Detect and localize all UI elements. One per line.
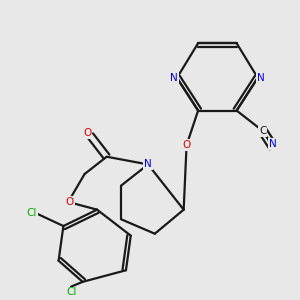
Text: O: O <box>83 128 92 138</box>
Text: N: N <box>144 159 152 170</box>
Text: O: O <box>182 140 191 150</box>
Text: N: N <box>269 139 277 149</box>
Text: Cl: Cl <box>66 287 76 297</box>
Text: N: N <box>257 73 265 83</box>
Text: C: C <box>259 126 266 136</box>
Text: O: O <box>65 197 74 207</box>
Text: Cl: Cl <box>26 208 37 218</box>
Text: N: N <box>170 73 178 83</box>
